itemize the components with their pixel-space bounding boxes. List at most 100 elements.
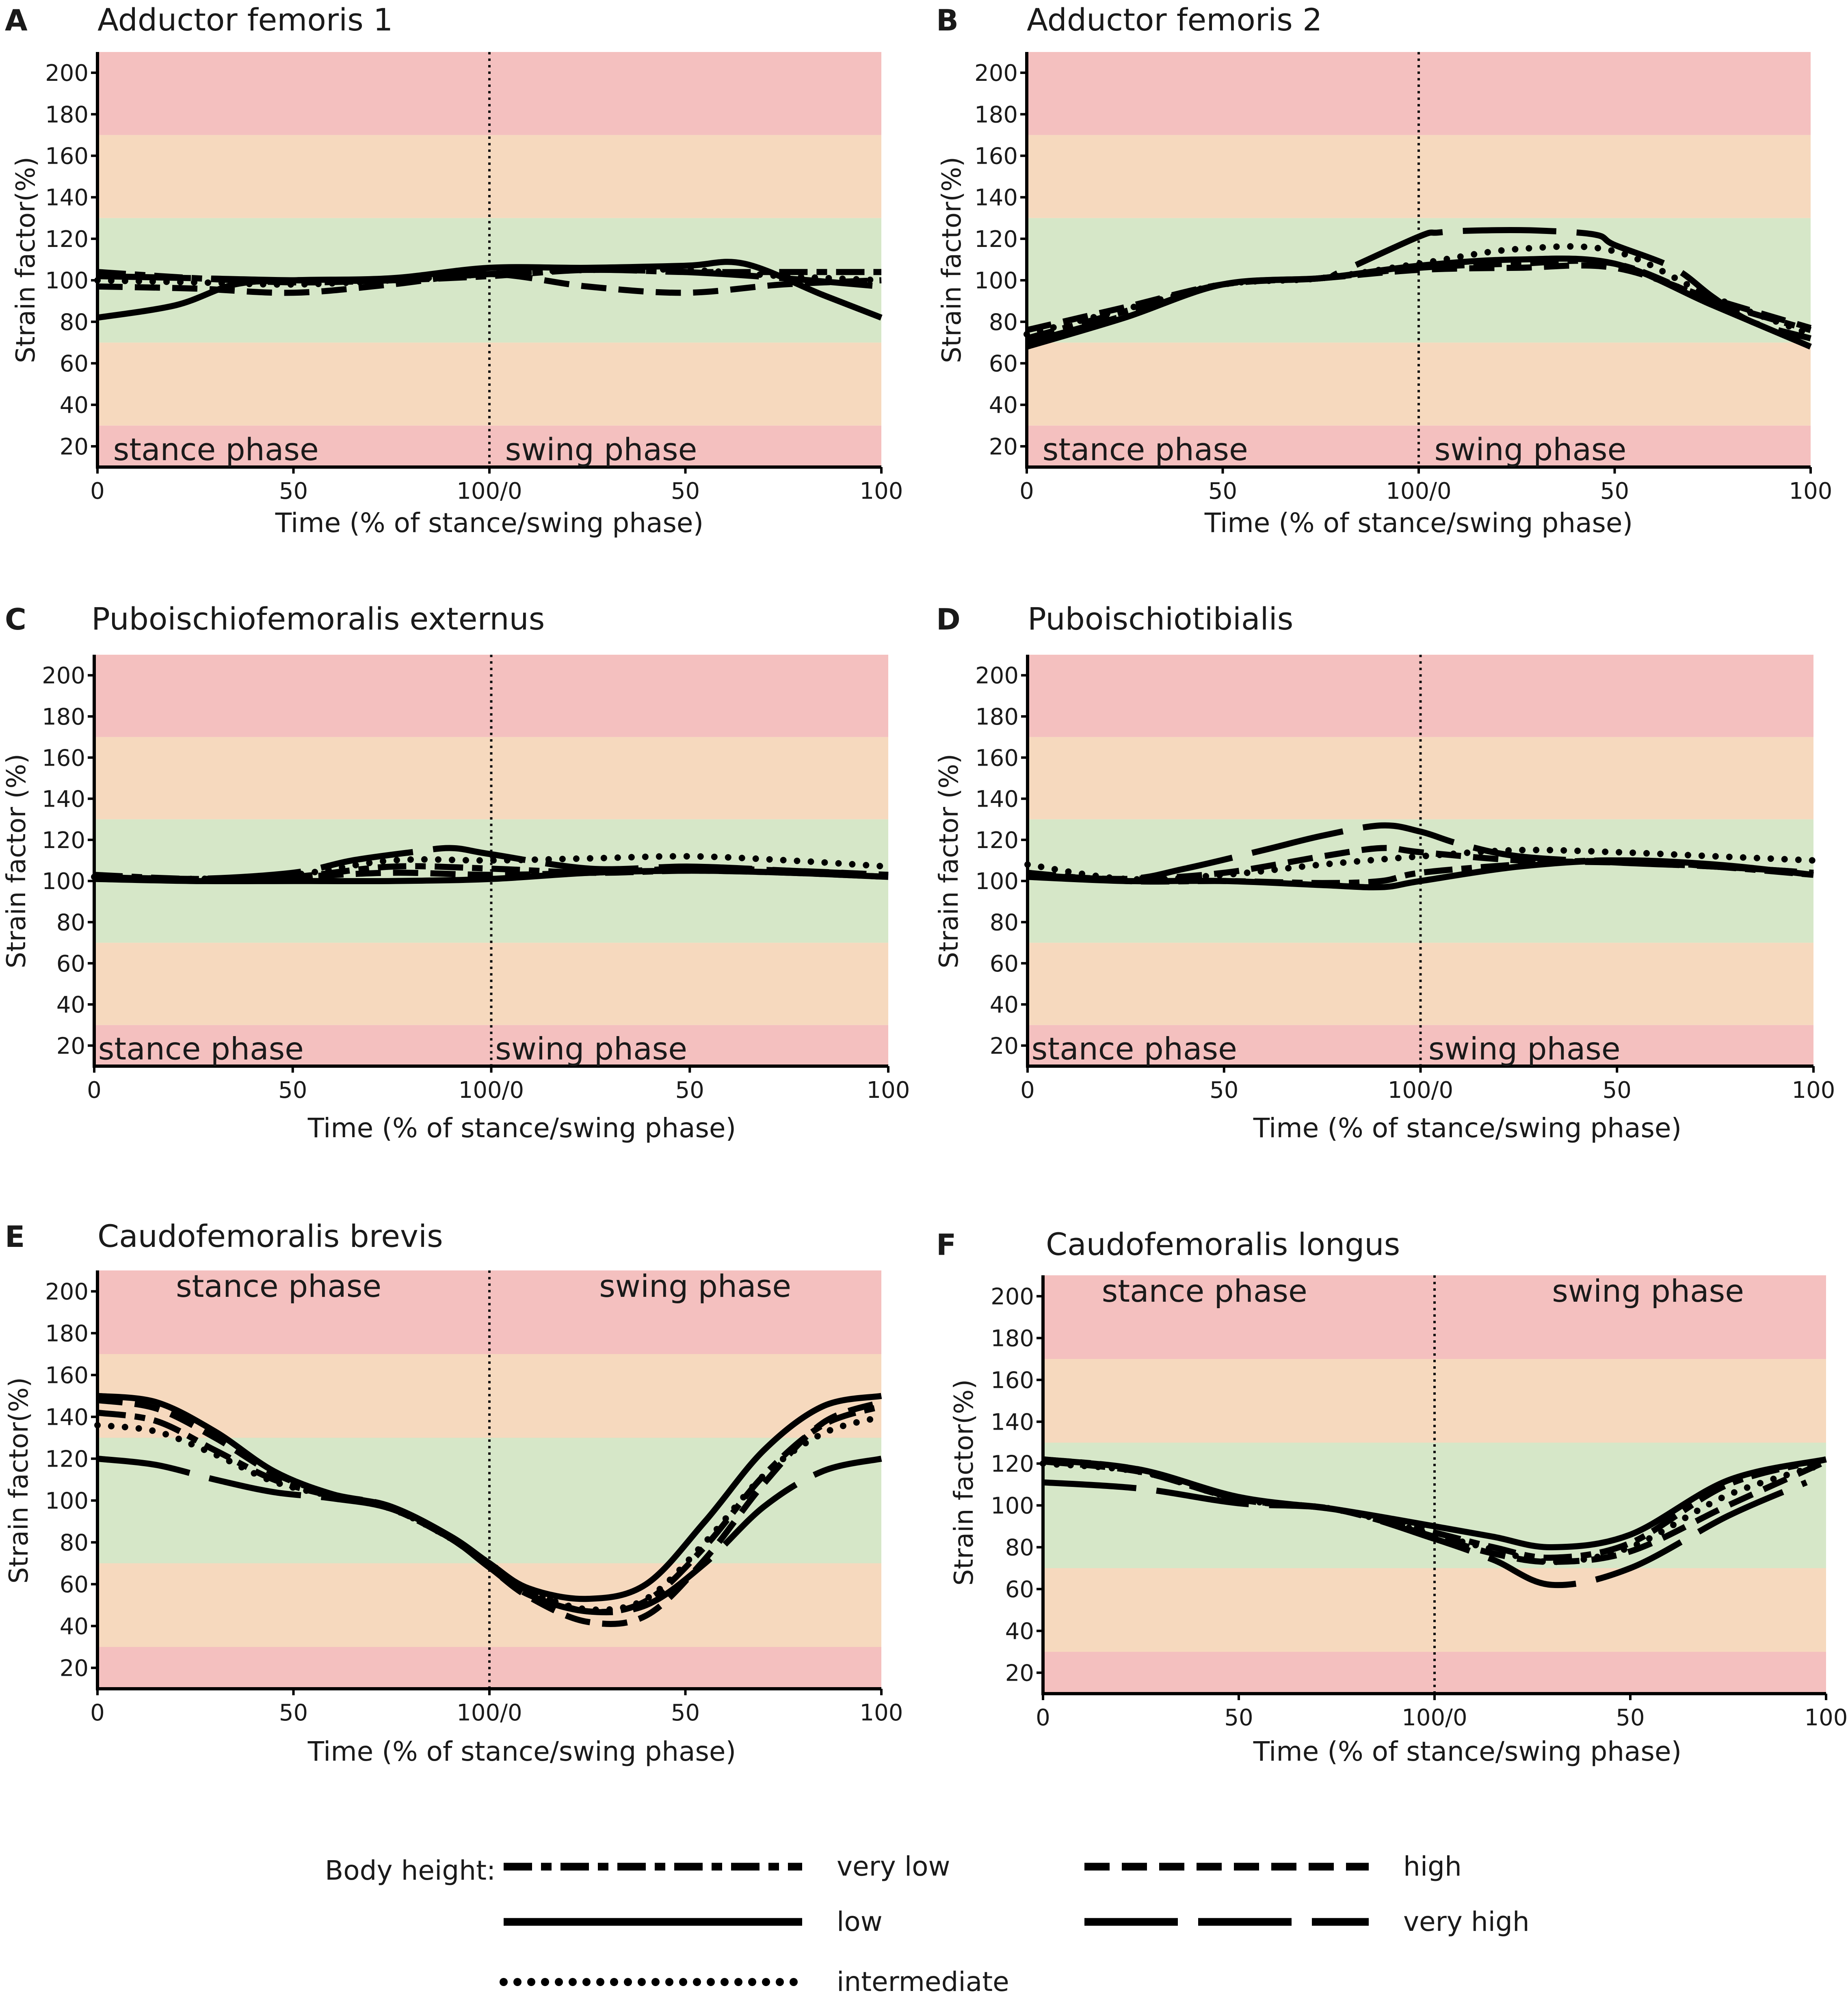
x-tick-label: 50 xyxy=(1600,478,1629,504)
phase-label-stance-phase: stance phase xyxy=(1102,1273,1307,1309)
legend-label-very-high: very high xyxy=(1403,1906,1530,1937)
x-tick-label: 100 xyxy=(1792,1077,1835,1104)
x-tick-label: 100/0 xyxy=(457,478,522,504)
y-axis-label: Strain factor(%) xyxy=(937,157,967,363)
x-tick-label: 50 xyxy=(1616,1705,1645,1731)
x-tick-label: 100 xyxy=(860,1700,903,1726)
x-axis-label: Time (% of stance/swing phase) xyxy=(275,507,704,539)
band-4 xyxy=(1027,52,1811,135)
phase-label-stance-phase: stance phase xyxy=(98,1030,304,1067)
y-axis-label: Strain factor (%) xyxy=(934,754,964,969)
y-tick-label: 60 xyxy=(56,951,85,977)
phase-label-swing-phase: swing phase xyxy=(495,1030,687,1067)
y-tick-label: 200 xyxy=(45,1279,89,1305)
panel-a: 20 40 60 80 100 120 140 160 180 200 0 50 100/0 50 100 s… xyxy=(5,2,903,539)
x-tick-label: 50 xyxy=(671,478,700,504)
y-tick-label: 140 xyxy=(42,786,85,813)
phase-label-swing-phase: swing phase xyxy=(1435,431,1627,467)
panel-title: Puboischiotibialis xyxy=(1028,601,1293,637)
y-tick-label: 160 xyxy=(974,143,1018,170)
legend-label-high: high xyxy=(1403,1851,1462,1882)
series-very-low-line xyxy=(1043,1456,1827,1561)
y-tick-label: 180 xyxy=(45,102,89,128)
y-tick-label: 200 xyxy=(991,1284,1034,1310)
panel-title: Adductor femoris 2 xyxy=(1027,2,1322,38)
y-tick-label: 80 xyxy=(990,909,1019,936)
x-tick-label: 50 xyxy=(279,1700,308,1726)
series-very-high-line xyxy=(97,1456,882,1616)
y-tick-label: 60 xyxy=(60,1572,89,1598)
y-tick-label: 80 xyxy=(989,309,1018,335)
y-tick-label: 80 xyxy=(56,909,85,936)
x-tick-label: 0 xyxy=(1036,1705,1050,1731)
y-tick-label: 140 xyxy=(975,786,1019,813)
y-axis-label: Strain factor(%) xyxy=(11,157,41,363)
series-intermediate-line xyxy=(94,1413,885,1613)
y-tick-label: 80 xyxy=(60,1530,89,1556)
y-axis-label: Strain factor (%) xyxy=(2,754,32,969)
band-0 xyxy=(1027,425,1811,467)
y-tick-label: 20 xyxy=(60,434,89,460)
phase-label-stance-phase: stance phase xyxy=(176,1268,381,1304)
phase-label-stance-phase: stance phase xyxy=(113,431,319,467)
series-very-high-line xyxy=(1026,227,1812,346)
x-tick-label: 100 xyxy=(1805,1705,1848,1731)
y-tick-label: 20 xyxy=(989,434,1018,460)
x-axis-label: Time (% of stance/swing phase) xyxy=(1253,1736,1682,1767)
x-axis-label: Time (% of stance/swing phase) xyxy=(1204,507,1633,539)
y-tick-label: 100 xyxy=(975,868,1019,895)
x-tick-label: 50 xyxy=(1224,1705,1253,1731)
y-tick-label: 120 xyxy=(45,1446,89,1473)
y-tick-label: 60 xyxy=(989,351,1018,377)
y-tick-label: 40 xyxy=(60,1614,89,1640)
series-very-high-line xyxy=(97,266,882,290)
series-high-line xyxy=(97,1397,883,1627)
panel-letter: D xyxy=(936,602,961,636)
y-tick-label: 20 xyxy=(1005,1660,1034,1687)
legend-title: Body height: xyxy=(325,1855,496,1886)
legend-label-very-low: very low xyxy=(837,1851,950,1882)
panel-e: 20 40 60 80 100 120 140 160 180 200 0 50 100/0 50 100 s… xyxy=(4,1218,903,1767)
band-3 xyxy=(94,737,888,820)
x-tick-label: 50 xyxy=(1210,1077,1238,1104)
y-tick-label: 180 xyxy=(45,1321,89,1347)
y-tick-label: 180 xyxy=(42,704,85,730)
y-tick-label: 60 xyxy=(60,351,89,377)
y-tick-label: 200 xyxy=(975,663,1019,689)
x-tick-label: 100 xyxy=(1789,478,1833,504)
phase-label-swing-phase: swing phase xyxy=(1428,1030,1621,1067)
series-very-high-line xyxy=(1043,1479,1808,1588)
band-3 xyxy=(1028,737,1813,820)
phase-label-swing-phase: swing phase xyxy=(505,431,697,467)
y-tick-label: 40 xyxy=(60,392,89,419)
x-tick-label: 100/0 xyxy=(1388,1077,1453,1104)
y-axis-label: Strain factor(%) xyxy=(949,1379,979,1586)
y-tick-label: 60 xyxy=(1005,1577,1034,1603)
series-low-line xyxy=(1043,1456,1827,1551)
phase-label-swing-phase: swing phase xyxy=(1552,1273,1744,1309)
panel-letter: C xyxy=(5,602,26,636)
y-tick-label: 200 xyxy=(974,60,1018,87)
phase-label-swing-phase: swing phase xyxy=(599,1268,791,1304)
y-tick-label: 20 xyxy=(60,1655,89,1682)
y-tick-label: 120 xyxy=(974,226,1018,253)
x-tick-label: 50 xyxy=(675,1077,704,1104)
x-tick-label: 50 xyxy=(278,1077,307,1104)
y-tick-label: 100 xyxy=(42,868,85,895)
x-tick-label: 0 xyxy=(1019,478,1034,504)
band-4 xyxy=(97,52,881,135)
x-tick-label: 50 xyxy=(1603,1077,1632,1104)
series-very-high-line xyxy=(94,845,889,882)
x-tick-label: 100/0 xyxy=(459,1077,524,1104)
y-tick-label: 40 xyxy=(1005,1619,1034,1645)
y-tick-label: 20 xyxy=(56,1033,85,1059)
y-tick-label: 140 xyxy=(45,185,89,211)
panel-letter: B xyxy=(936,3,959,37)
y-tick-label: 80 xyxy=(1005,1535,1034,1561)
x-tick-label: 100 xyxy=(860,478,903,504)
y-tick-label: 60 xyxy=(990,951,1019,977)
legend-label-intermediate: intermediate xyxy=(837,1966,1009,1995)
panel-title: Caudofemoralis longus xyxy=(1046,1226,1400,1262)
x-tick-label: 0 xyxy=(87,1077,102,1104)
